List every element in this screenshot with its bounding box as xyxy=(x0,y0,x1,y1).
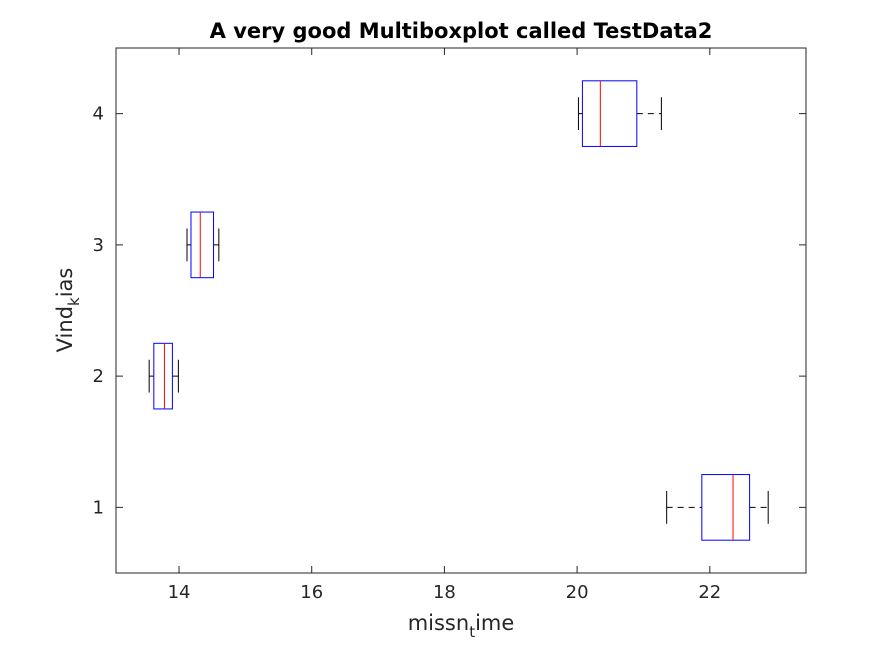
x-axis-label-tail: ime xyxy=(475,611,514,635)
x-tick-label: 16 xyxy=(300,582,323,603)
y-axis-label-sub: k xyxy=(65,297,83,306)
x-tick-label: 20 xyxy=(566,582,589,603)
box-iqr xyxy=(190,211,215,279)
y-tick-label: 2 xyxy=(93,366,104,387)
x-axis-label-main: missn xyxy=(408,611,469,635)
axis-ticks: 14 16 18 20 22 1 2 3 4 xyxy=(93,48,806,603)
box-series xyxy=(148,80,769,541)
plot-area xyxy=(115,47,807,574)
x-axis-label: missntime xyxy=(408,611,515,641)
y-tick-label: 3 xyxy=(93,235,104,256)
box-3 xyxy=(186,211,220,279)
x-tick-label: 18 xyxy=(433,582,456,603)
box-iqr xyxy=(153,342,173,410)
y-tick-label: 1 xyxy=(93,497,104,518)
y-tick-label: 4 xyxy=(93,104,104,125)
box-1 xyxy=(666,474,769,541)
y-axis-label-main: Vind xyxy=(53,306,77,352)
chart-title: A very good Multiboxplot called TestData… xyxy=(210,19,713,43)
y-axis-label: Vindkias xyxy=(53,268,83,353)
x-tick-label: 14 xyxy=(168,582,191,603)
box-iqr xyxy=(701,474,751,541)
box-iqr xyxy=(581,80,638,147)
x-axis-label-sub: t xyxy=(469,623,475,641)
y-axis-label-tail: ias xyxy=(53,268,77,298)
box-2 xyxy=(148,342,179,410)
box-4 xyxy=(577,80,662,147)
x-tick-label: 22 xyxy=(698,582,721,603)
